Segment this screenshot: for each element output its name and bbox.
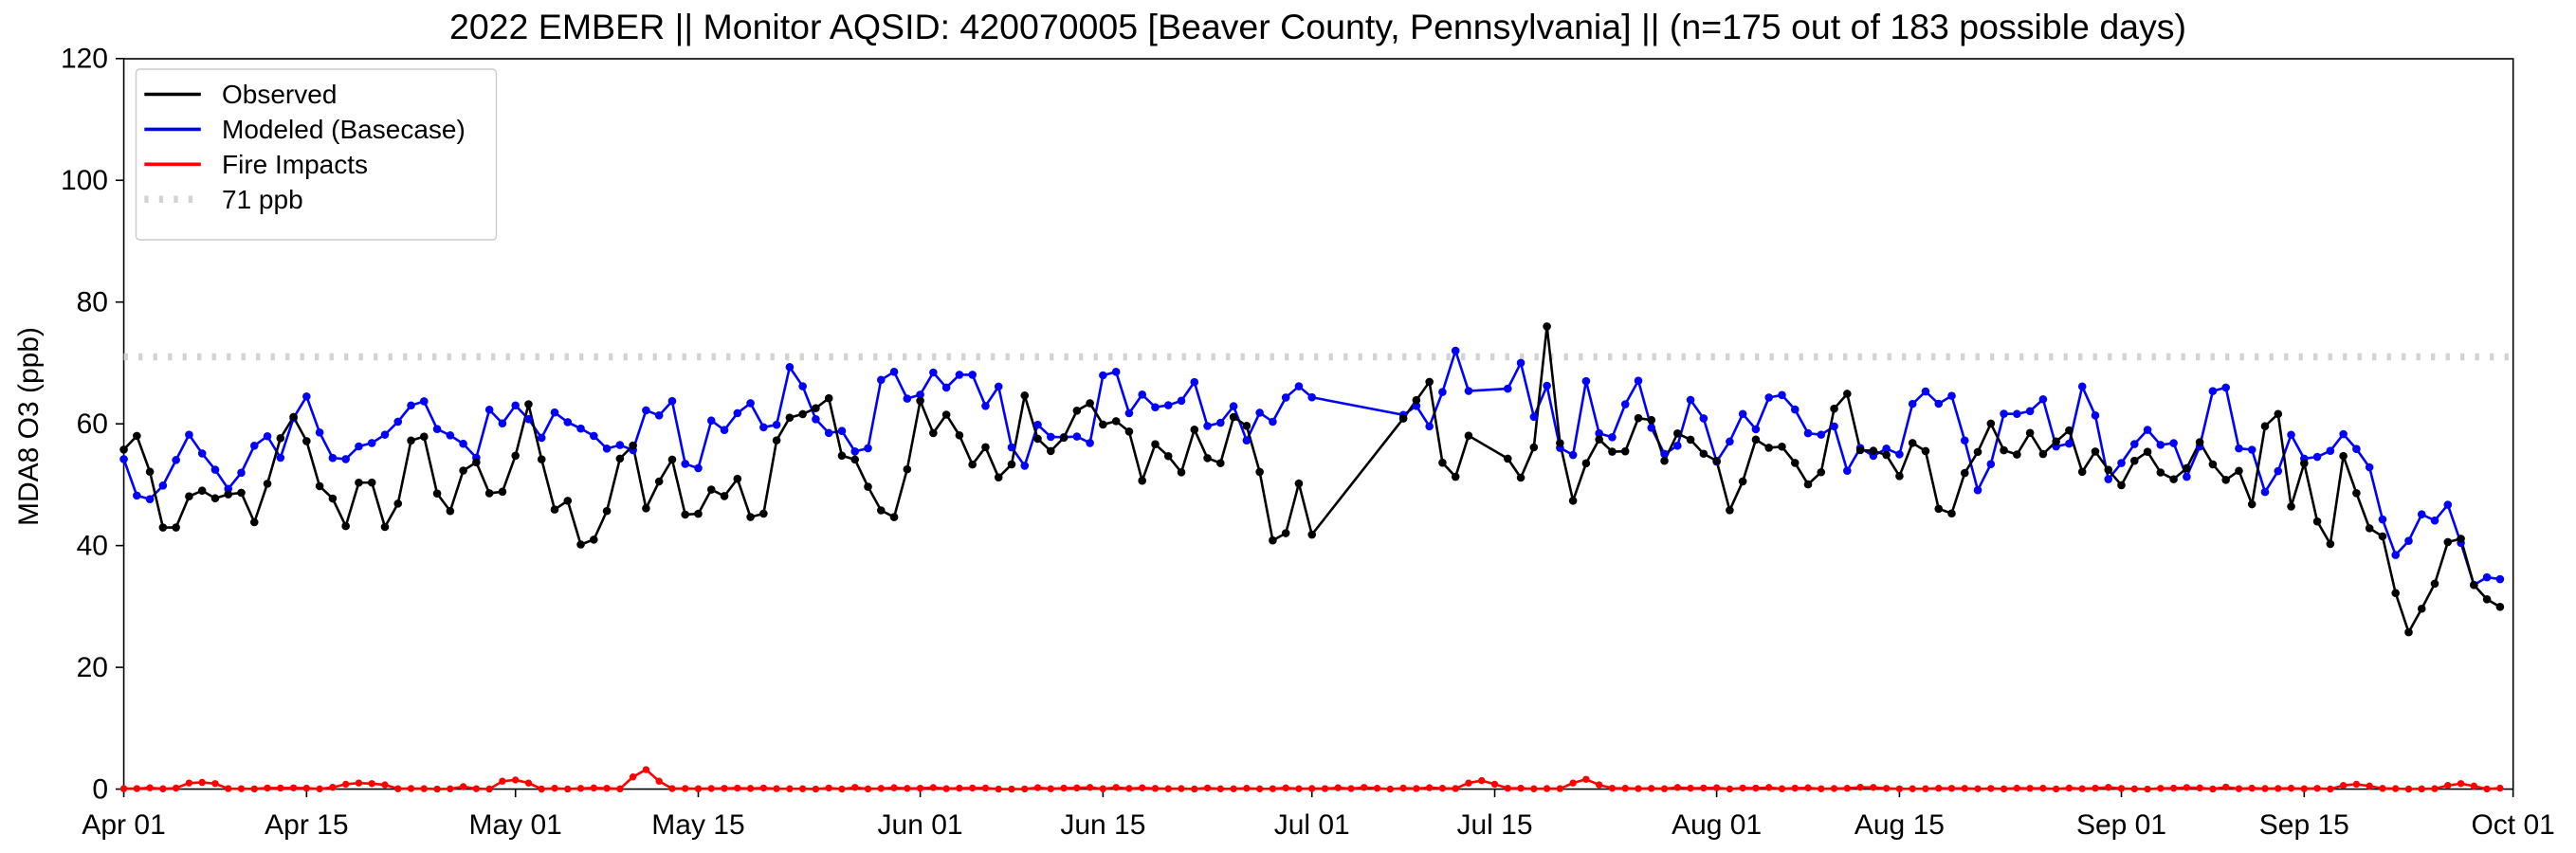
svg-text:MDA8 O3 (ppb): MDA8 O3 (ppb) xyxy=(13,327,45,526)
svg-text:Jun 15: Jun 15 xyxy=(1060,809,1145,841)
svg-text:Observed: Observed xyxy=(222,80,337,109)
svg-text:100: 100 xyxy=(61,165,108,196)
svg-text:Sep 15: Sep 15 xyxy=(2259,809,2349,841)
svg-text:20: 20 xyxy=(77,652,108,683)
svg-text:0: 0 xyxy=(92,774,108,806)
svg-text:Jul 01: Jul 01 xyxy=(1274,809,1350,841)
svg-text:Aug 01: Aug 01 xyxy=(1672,809,1762,841)
svg-text:Fire Impacts: Fire Impacts xyxy=(222,150,368,179)
svg-text:Modeled (Basecase): Modeled (Basecase) xyxy=(222,115,466,144)
svg-text:May 01: May 01 xyxy=(468,809,561,841)
svg-text:Oct 01: Oct 01 xyxy=(2471,809,2554,841)
svg-text:60: 60 xyxy=(77,408,108,440)
svg-text:120: 120 xyxy=(61,44,108,75)
svg-text:Aug 15: Aug 15 xyxy=(1854,809,1945,841)
svg-text:Apr 01: Apr 01 xyxy=(82,809,165,841)
svg-text:Sep 01: Sep 01 xyxy=(2076,809,2166,841)
svg-text:2022 EMBER || Monitor AQSID: 4: 2022 EMBER || Monitor AQSID: 420070005 [… xyxy=(449,7,2186,46)
svg-text:Jul 15: Jul 15 xyxy=(1456,809,1532,841)
svg-text:May 15: May 15 xyxy=(651,809,744,841)
svg-text:Apr 15: Apr 15 xyxy=(265,809,348,841)
svg-text:80: 80 xyxy=(77,287,108,318)
svg-text:Jun 01: Jun 01 xyxy=(878,809,963,841)
svg-text:40: 40 xyxy=(77,531,108,562)
svg-text:71 ppb: 71 ppb xyxy=(222,185,303,214)
